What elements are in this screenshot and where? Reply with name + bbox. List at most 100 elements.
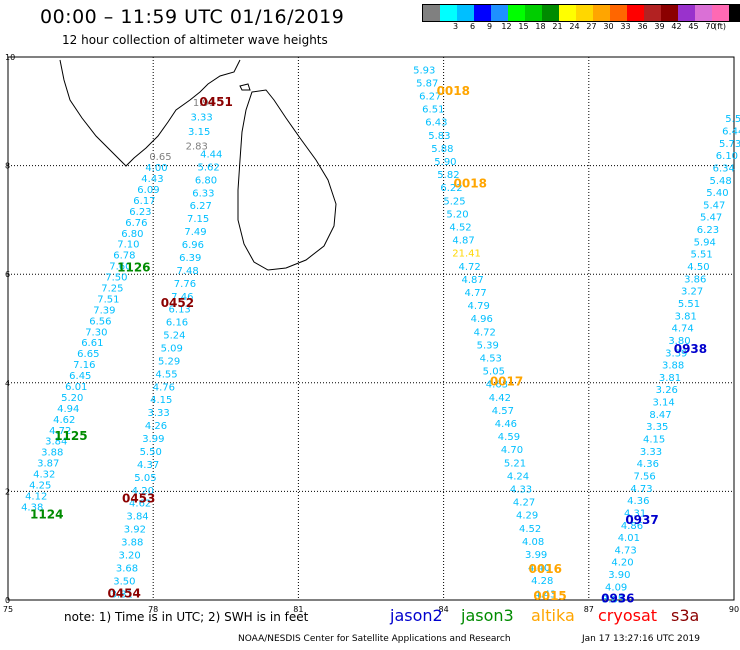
wave-height-value: 5.50 <box>140 447 162 458</box>
wave-height-value: 4.72 <box>49 426 71 437</box>
color-scale-label: 12 <box>501 22 512 31</box>
y-tick-label: 4 <box>5 379 10 388</box>
pass-time-label: 0452 <box>161 296 194 310</box>
legend-jason2: jason2 <box>390 606 443 625</box>
wave-height-value: 3.81 <box>111 589 133 600</box>
color-scale-labels: 3 6 9 12 15 18 21 24 27 30 33 36 39 42 45 70 <box>430 22 719 31</box>
pass-time-label: 0016 <box>529 562 562 576</box>
wave-height-value: 4.87 <box>462 275 484 286</box>
wave-height-value: 6.39 <box>179 253 201 264</box>
wave-height-value: 6.27 <box>190 201 212 212</box>
wave-height-value: 4.38 <box>21 502 43 513</box>
color-swatch-9 <box>576 5 593 21</box>
wave-height-value: 5.51 <box>690 250 712 261</box>
wave-height-value: 4.55 <box>155 369 177 380</box>
wave-height-value: 3.90 <box>608 570 630 581</box>
wave-height-value: 5.93 <box>413 65 435 76</box>
color-scale-label: 30 <box>603 22 614 31</box>
wave-height-value: 5.05 <box>134 473 156 484</box>
color-swatch-1 <box>440 5 457 21</box>
wave-height-value: 3.88 <box>662 361 684 372</box>
x-tick-label: 75 <box>3 605 13 614</box>
wave-height-value: 4.63 <box>486 380 508 391</box>
wave-height-value: 4.09 <box>605 582 627 593</box>
color-scale-label: 45 <box>688 22 699 31</box>
wave-height-value: 4.94 <box>57 404 79 415</box>
wave-height-value: 3.14 <box>653 398 675 409</box>
pass-time-label: 1124 <box>30 508 63 522</box>
wave-height-value: 4.44 <box>200 149 222 160</box>
wave-height-value: 6.45 <box>69 371 91 382</box>
wave-height-value: 7.46 <box>171 292 193 303</box>
pass-time-label: 0017 <box>490 375 523 389</box>
wave-height-value: 4.87 <box>452 236 474 247</box>
wave-height-value: 3.80 <box>668 336 690 347</box>
wave-height-value: 0.65 <box>149 152 171 163</box>
map-frame <box>7 56 735 601</box>
color-swatch-10 <box>593 5 610 21</box>
legend-cryosat: cryosat <box>598 606 658 625</box>
wave-height-value: 6.65 <box>77 349 99 360</box>
india-coastline <box>59 59 241 167</box>
wave-height-value: 5.05 <box>483 367 505 378</box>
wave-height-value: 4.72 <box>474 327 496 338</box>
wave-height-value: 4.42 <box>489 393 511 404</box>
pass-time-label: 0453 <box>122 491 155 505</box>
wave-height-value: 5.40 <box>706 188 728 199</box>
wave-height-value: 7.51 <box>97 294 119 305</box>
pass-time-label: 1126 <box>117 260 150 274</box>
wave-height-value: 3.26 <box>656 385 678 396</box>
wave-height-value: 6.17 <box>133 196 155 207</box>
wave-height-value: 3.92 <box>124 525 146 536</box>
wave-height-value: 4.62 <box>53 415 75 426</box>
color-swatch-16 <box>695 5 712 21</box>
satellite-tracks: 4.384.124.254.323.873.883.844.724.624.94… <box>21 65 740 605</box>
x-tick-label: 90 <box>729 605 739 614</box>
color-swatch-15 <box>678 5 695 21</box>
wave-height-value: 6.44 <box>722 126 740 137</box>
wave-height-value: 5.83 <box>428 131 450 142</box>
wave-height-value: 6.27 <box>419 91 441 102</box>
color-swatch-17 <box>712 5 729 21</box>
y-tick-label: 0 <box>5 596 10 605</box>
wave-height-value: 3.20 <box>119 550 141 561</box>
color-swatch-13 <box>644 5 661 21</box>
wave-height-value: 3.65 <box>602 595 624 606</box>
wave-height-value: 4.50 <box>687 262 709 273</box>
color-scale-label: 18 <box>535 22 546 31</box>
wave-height-value: 7.16 <box>73 360 95 371</box>
wave-height-value: 4.36 <box>627 496 649 507</box>
wave-height-value: 6.22 <box>440 183 462 194</box>
wave-height-value: 4.52 <box>519 524 541 535</box>
wave-height-value: 3.84 <box>45 437 67 448</box>
color-swatch-7 <box>542 5 559 21</box>
island-small <box>239 83 251 91</box>
wave-height-value: 5.90 <box>434 157 456 168</box>
wave-height-value: 6.56 <box>89 316 111 327</box>
wave-height-value: 5.29 <box>158 356 180 367</box>
footer-credit: NOAA/NESDIS Center for Satellite Applica… <box>238 634 511 644</box>
y-tick-label: 6 <box>5 270 10 279</box>
wave-height-value: 4.73 <box>615 545 637 556</box>
color-swatch-11 <box>610 5 627 21</box>
wave-height-value: 3.99 <box>525 550 547 561</box>
color-scale-label: 15 <box>518 22 529 31</box>
wave-height-value: 2.83 <box>186 141 208 152</box>
wave-height-value: 4.27 <box>513 498 535 509</box>
pass-time-label: 0451 <box>199 95 232 109</box>
wave-height-value: 6.76 <box>125 218 147 229</box>
legend-s3a: s3a <box>671 606 700 625</box>
wave-height-value: 5.53 <box>725 114 740 125</box>
wave-height-value: 3.50 <box>113 576 135 587</box>
wave-height-value: 4.79 <box>468 301 490 312</box>
wave-height-value: 6.16 <box>166 318 188 329</box>
wave-height-value: 6.96 <box>182 240 204 251</box>
wave-height-value: 4.26 <box>145 421 167 432</box>
color-swatch-0 <box>423 5 440 21</box>
pass-time-label: 0937 <box>625 513 658 527</box>
color-scale-label: 33 <box>620 22 631 31</box>
wave-height-value: 6.01 <box>65 382 87 393</box>
wave-height-value: 4.73 <box>630 484 652 495</box>
wave-height-value: 4.57 <box>492 406 514 417</box>
wave-height-value: 4.53 <box>480 353 502 364</box>
